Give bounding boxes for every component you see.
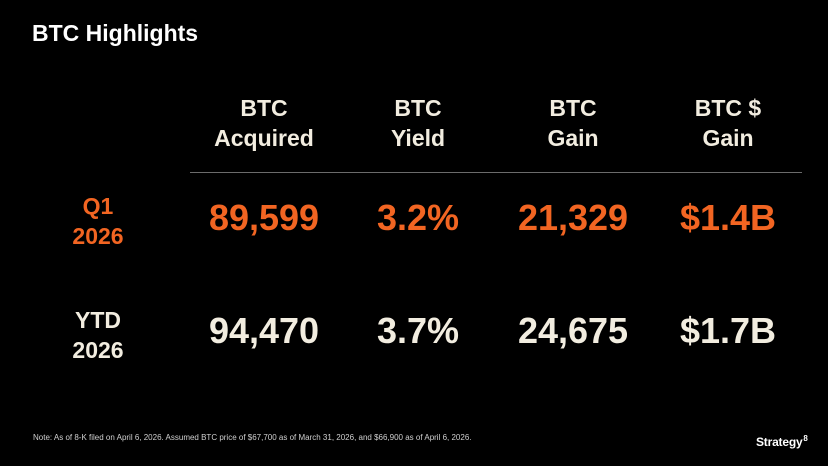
- ytd-btc-gain-value: 24,675: [517, 310, 629, 351]
- slide-title: BTC Highlights: [32, 20, 199, 46]
- row-label-line: Q1: [82, 193, 114, 219]
- column-header-line: BTC: [549, 95, 597, 121]
- row-label-line: YTD: [75, 307, 121, 333]
- row-label-ytd-2026: YTD 2026: [46, 305, 150, 365]
- q1-btc-dollar-gain-value: $1.4B: [679, 197, 777, 238]
- row-label-line: 2026: [72, 337, 124, 363]
- column-header-line: Acquired: [214, 125, 314, 151]
- header-divider: [190, 172, 802, 173]
- column-header-btc-yield: BTC Yield: [343, 93, 493, 153]
- column-header-line: Yield: [390, 125, 446, 151]
- column-header-line: BTC: [394, 95, 442, 121]
- q1-btc-yield-value: 3.2%: [376, 197, 460, 238]
- footnote: Note: As of 8-K filed on April 6, 2026. …: [33, 433, 472, 442]
- column-header-line: BTC: [240, 95, 288, 121]
- column-header-btc-gain: BTC Gain: [498, 93, 648, 153]
- column-header-line: BTC $: [694, 95, 762, 121]
- strategy-logo: Strategy8: [756, 434, 808, 449]
- q1-btc-acquired-value: 89,599: [208, 197, 320, 238]
- ytd-btc-acquired-value: 94,470: [208, 310, 320, 351]
- ytd-btc-yield-value: 3.7%: [376, 310, 460, 351]
- row-label-line: 2026: [72, 223, 124, 249]
- column-header-line: Gain: [547, 125, 599, 151]
- logo-mark: 8: [803, 434, 808, 443]
- column-header-btc-dollar-gain: BTC $ Gain: [653, 93, 803, 153]
- column-header-btc-acquired: BTC Acquired: [189, 93, 339, 153]
- ytd-btc-dollar-gain-value: $1.7B: [679, 310, 777, 351]
- column-header-line: Gain: [702, 125, 754, 151]
- logo-text: Strategy: [756, 435, 803, 449]
- q1-btc-gain-value: 21,329: [517, 197, 629, 238]
- row-label-q1-2026: Q1 2026: [46, 191, 150, 251]
